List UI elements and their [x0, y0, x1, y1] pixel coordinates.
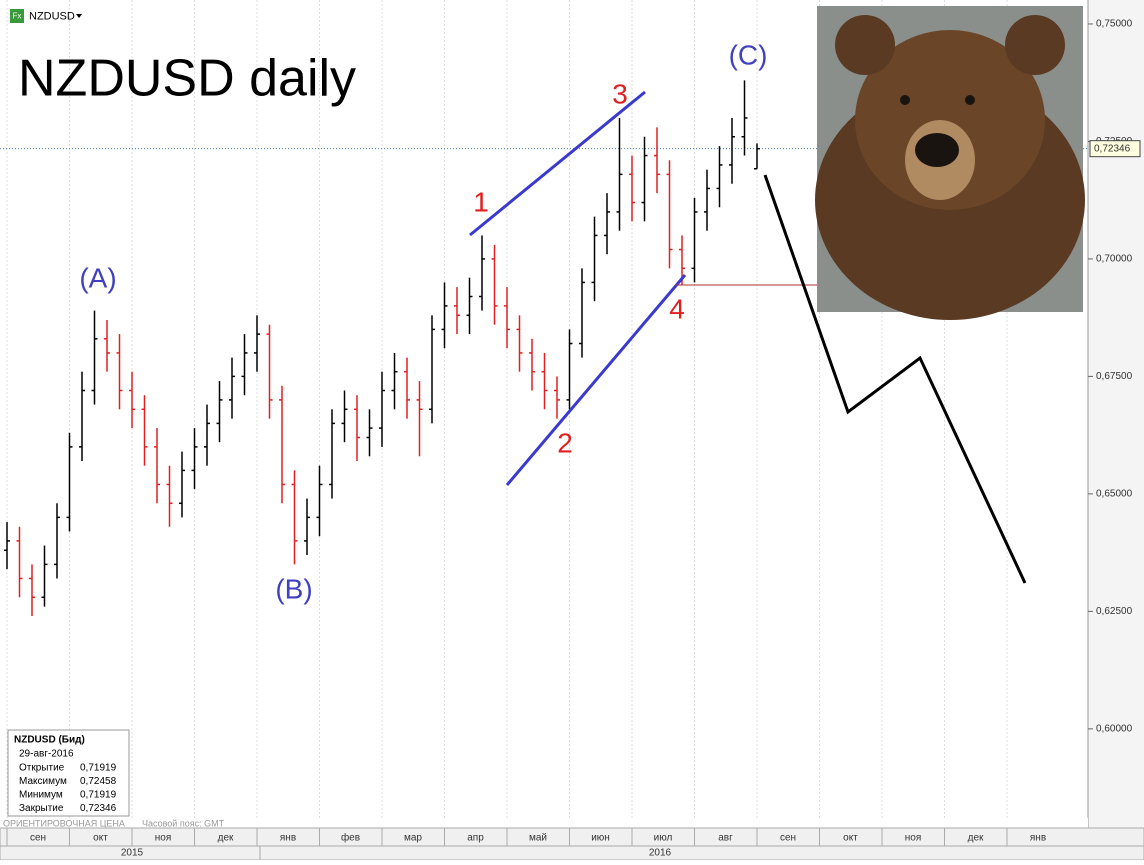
info-date: 29-авг-2016 [19, 749, 74, 760]
x-tick-label: фев [341, 832, 360, 844]
x-tick-label: сен [780, 833, 796, 844]
wave-label: (A) [79, 262, 116, 293]
info-label: Закрытие [19, 803, 64, 814]
y-tick-label: 0,62500 [1096, 606, 1133, 617]
year-label: 2015 [121, 848, 144, 859]
symbol-dropdown[interactable] [76, 14, 82, 18]
wave-label: 1 [473, 186, 489, 217]
fx-icon [10, 9, 24, 23]
info-title: NZDUSD (Бид) [14, 735, 85, 746]
x-axis-bg [0, 827, 1144, 861]
trend-line [505, 274, 687, 486]
bear-image [815, 6, 1085, 320]
x-tick-label: дек [968, 833, 984, 844]
last-price-badge [1089, 140, 1141, 158]
y-tick-label: 0,75000 [1096, 19, 1133, 30]
footer-bg [0, 818, 1088, 828]
info-value: 0,71919 [80, 763, 117, 774]
info-box: NZDUSD (Бид) 29-авг-2016 Открытие 0,71919… [7, 729, 130, 817]
x-tick-label: сен [30, 833, 46, 844]
chart-title: NZDUSD daily [18, 50, 356, 108]
x-tick-label: янв [1030, 833, 1046, 844]
x-tick-label: ноя [905, 833, 922, 844]
x-tick-label: янв [280, 833, 296, 844]
wave-label: (C) [729, 39, 768, 70]
wave-label: 4 [669, 293, 685, 324]
info-label: Максимум [19, 776, 67, 787]
forecast-path [763, 174, 1027, 584]
x-tick-label: июн [591, 833, 610, 844]
x-tick-label: авг [718, 833, 733, 844]
year-label: 2016 [649, 848, 672, 859]
y-tick-label: 0,60000 [1096, 723, 1133, 734]
x-tick-label: май [529, 833, 547, 844]
info-value: 0,72458 [80, 776, 117, 787]
x-tick-label: дек [218, 833, 234, 844]
wave-label: (B) [275, 573, 312, 604]
x-tick-label: ноя [155, 833, 172, 844]
fx-icon-text: Fx [13, 12, 22, 21]
info-value: 0,71919 [80, 790, 117, 801]
y-tick-label: 0,70000 [1096, 254, 1133, 265]
y-axis-bg [1088, 0, 1144, 828]
x-tick-label: окт [843, 833, 858, 844]
symbol[interactable]: NZDUSD [29, 10, 75, 22]
wave-label: 3 [612, 78, 628, 109]
trend-line [469, 90, 646, 237]
info-label: Минимум [19, 790, 63, 801]
x-tick-label: окт [93, 833, 108, 844]
info-label: Открытие [19, 763, 65, 774]
timezone: Часовой пояс: GMT [142, 818, 225, 828]
wave-label: 2 [557, 427, 573, 458]
info-value: 0,72346 [80, 803, 117, 814]
x-tick-label: апр [467, 833, 484, 844]
y-tick-label: 0,67500 [1096, 371, 1133, 382]
x-tick-label: июл [654, 833, 673, 844]
price-type: ОРИЕНТИРОВОЧНАЯ ЦЕНА [3, 818, 125, 828]
last-price-label: 0,72346 [1094, 143, 1131, 154]
x-tick-label: мар [404, 833, 422, 844]
y-tick-label: 0,65000 [1096, 489, 1133, 500]
